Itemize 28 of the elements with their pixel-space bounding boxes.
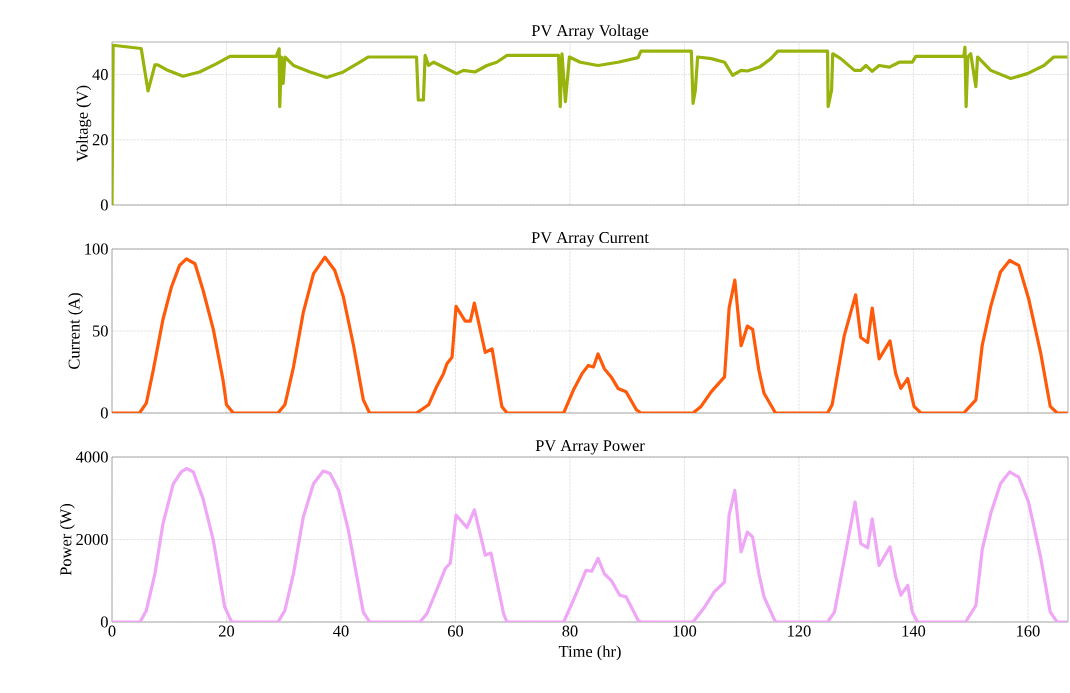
x-tick-label: 120 (788, 625, 811, 637)
x-axis-title: Time (hr) (558, 645, 621, 661)
chart-title: PV Array Current (531, 232, 649, 247)
line-series (112, 466, 1069, 622)
x-tick-label: 140 (902, 625, 926, 637)
x-tick-label: 60 (447, 625, 464, 637)
x-tick-label: 20 (218, 625, 235, 637)
x-tick-label: 0 (108, 625, 116, 637)
y-tick-label: 4000 (75, 451, 108, 463)
y-tick-label: 40 (92, 69, 108, 81)
line-series (112, 43, 1069, 205)
y-axis-title: Voltage (V) (76, 85, 92, 162)
chart-title: PV Array Power (535, 440, 645, 455)
y-tick-label: 100 (85, 243, 108, 255)
y-axis-title: Current (A) (68, 293, 83, 369)
chart-title: PV Array Voltage (531, 24, 649, 40)
y-tick-label: 0 (100, 616, 108, 628)
line-series (112, 255, 1069, 413)
x-tick-label: 40 (333, 625, 349, 637)
y-axis-title: Power (W) (59, 503, 75, 576)
x-tick-label: 160 (1017, 625, 1040, 637)
x-tick-label: 80 (562, 625, 578, 637)
y-tick-label: 20 (92, 134, 108, 146)
y-tick-label: 0 (100, 407, 108, 419)
y-tick-label: 2000 (76, 533, 108, 546)
y-tick-label: 50 (93, 325, 108, 337)
y-tick-label: 0 (100, 199, 108, 211)
x-tick-label: 100 (673, 625, 697, 637)
